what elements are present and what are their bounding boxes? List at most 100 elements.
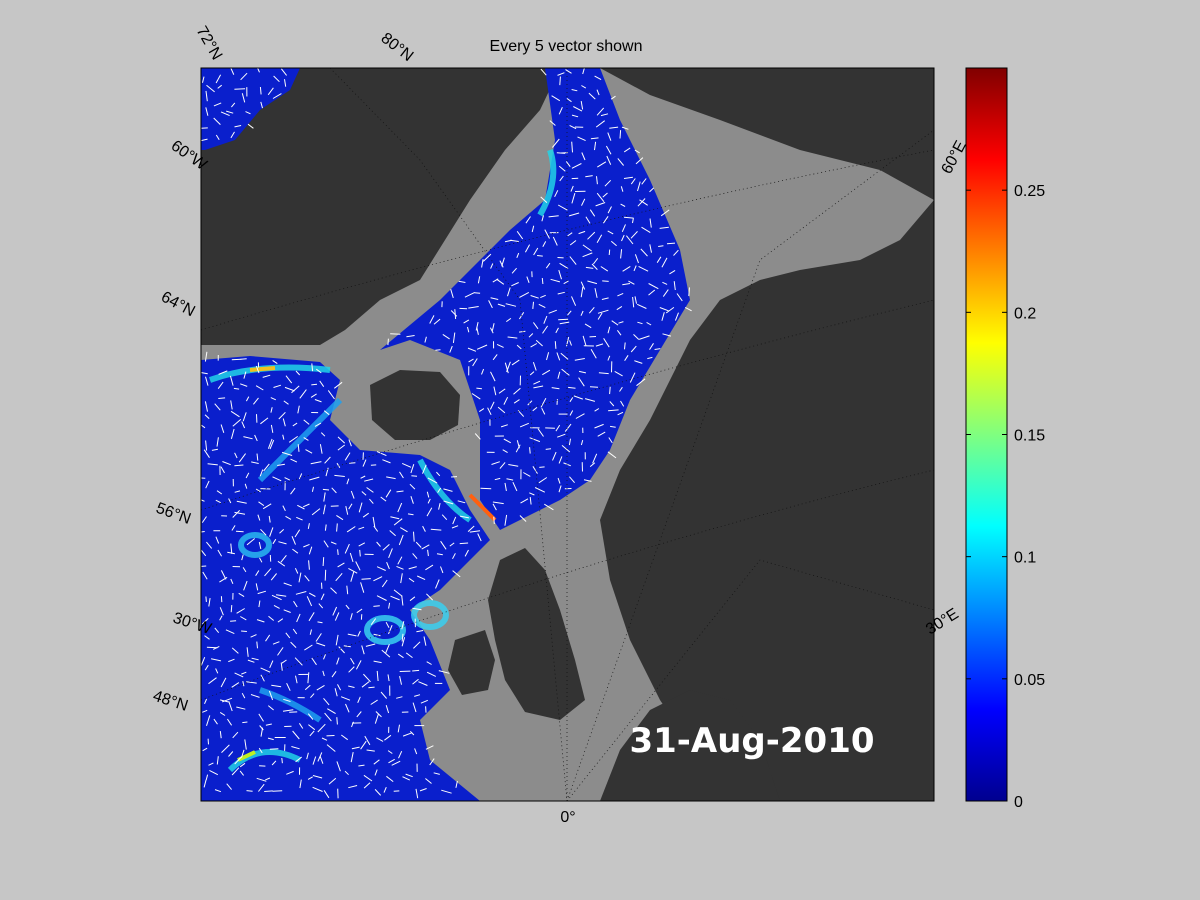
current-vector bbox=[307, 713, 314, 720]
current-vector bbox=[332, 606, 338, 616]
current-vector bbox=[298, 572, 302, 583]
current-vector bbox=[217, 549, 223, 557]
current-vector bbox=[573, 106, 583, 112]
current-vector bbox=[373, 759, 380, 765]
current-vector bbox=[507, 336, 518, 339]
current-vector bbox=[421, 544, 430, 550]
current-vector bbox=[304, 575, 310, 582]
current-vector bbox=[281, 68, 287, 76]
current-vector bbox=[629, 372, 636, 383]
current-vector bbox=[459, 515, 469, 519]
current-vector bbox=[384, 734, 392, 741]
current-vector bbox=[324, 712, 332, 722]
current-vector bbox=[594, 75, 602, 81]
current-vector bbox=[636, 303, 647, 309]
current-vector bbox=[381, 579, 388, 588]
hotspots bbox=[237, 366, 497, 762]
current-vector bbox=[215, 74, 222, 84]
current-vector bbox=[604, 179, 612, 187]
current-vector bbox=[286, 770, 294, 775]
current-vector bbox=[215, 536, 220, 544]
current-vector bbox=[220, 677, 227, 688]
current-vector bbox=[226, 110, 234, 114]
current-vector bbox=[209, 769, 219, 776]
current-vector bbox=[400, 527, 408, 533]
current-vector bbox=[323, 540, 329, 548]
current-vector bbox=[571, 114, 579, 118]
current-vector bbox=[368, 686, 375, 689]
current-vector bbox=[401, 462, 412, 468]
current-vector bbox=[573, 395, 583, 400]
current-vector bbox=[232, 731, 239, 739]
current-vector bbox=[330, 587, 337, 594]
current-vector bbox=[331, 487, 337, 494]
current-vector bbox=[571, 89, 578, 92]
current-vector bbox=[532, 322, 539, 330]
current-vector bbox=[526, 276, 530, 283]
current-vector bbox=[450, 289, 454, 299]
current-vector bbox=[350, 752, 354, 763]
current-vector bbox=[230, 68, 235, 75]
current-vector bbox=[226, 718, 233, 726]
current-vector bbox=[388, 625, 393, 635]
current-vector bbox=[326, 744, 336, 752]
current-vector bbox=[578, 377, 585, 387]
current-vector bbox=[688, 287, 690, 297]
current-vector bbox=[294, 567, 299, 574]
current-vector bbox=[393, 589, 403, 597]
current-vector bbox=[312, 775, 323, 779]
current-vector bbox=[281, 451, 293, 456]
current-vector bbox=[385, 489, 392, 498]
current-vector bbox=[312, 786, 323, 792]
current-vector bbox=[567, 232, 573, 237]
current-vector bbox=[595, 202, 606, 207]
current-vector bbox=[216, 437, 219, 447]
current-vector bbox=[370, 618, 377, 625]
current-vector bbox=[567, 310, 572, 316]
current-vector bbox=[450, 310, 458, 317]
current-vector bbox=[454, 309, 457, 320]
current-vector bbox=[425, 745, 434, 750]
current-vector bbox=[506, 478, 514, 481]
current-vector bbox=[540, 196, 548, 203]
current-vector bbox=[320, 432, 326, 437]
current-vector bbox=[265, 777, 271, 781]
current-vector bbox=[402, 732, 413, 737]
current-vector bbox=[630, 345, 637, 353]
current-vector bbox=[638, 265, 649, 272]
current-vector bbox=[366, 487, 374, 493]
current-vector bbox=[258, 713, 264, 722]
current-vector bbox=[247, 659, 255, 663]
current-vector bbox=[241, 749, 245, 758]
current-vector bbox=[557, 477, 561, 484]
current-vector bbox=[617, 411, 624, 416]
current-vector bbox=[558, 165, 566, 172]
current-vector bbox=[244, 739, 247, 750]
current-vector bbox=[295, 756, 303, 763]
current-vector bbox=[290, 458, 298, 463]
current-vector bbox=[201, 657, 206, 666]
current-vector bbox=[268, 690, 274, 701]
current-vector bbox=[544, 503, 554, 511]
current-vector bbox=[552, 451, 557, 461]
current-vector bbox=[423, 636, 427, 646]
current-vector bbox=[390, 333, 401, 335]
current-vector bbox=[336, 717, 338, 725]
current-vector bbox=[245, 111, 251, 115]
current-vector bbox=[254, 434, 258, 442]
current-vector bbox=[595, 120, 606, 128]
current-vector bbox=[588, 92, 596, 100]
current-vector bbox=[382, 459, 391, 464]
current-vector bbox=[425, 778, 432, 784]
current-vector bbox=[440, 540, 447, 550]
current-vector bbox=[589, 209, 596, 217]
current-vector bbox=[565, 161, 571, 167]
current-vector bbox=[649, 187, 655, 193]
current-vector bbox=[299, 389, 307, 399]
current-vector bbox=[202, 571, 208, 580]
current-vector bbox=[594, 408, 600, 412]
current-vector bbox=[234, 672, 244, 678]
current-vector bbox=[201, 138, 208, 142]
current-vector bbox=[255, 365, 260, 374]
current-vector bbox=[425, 564, 434, 571]
